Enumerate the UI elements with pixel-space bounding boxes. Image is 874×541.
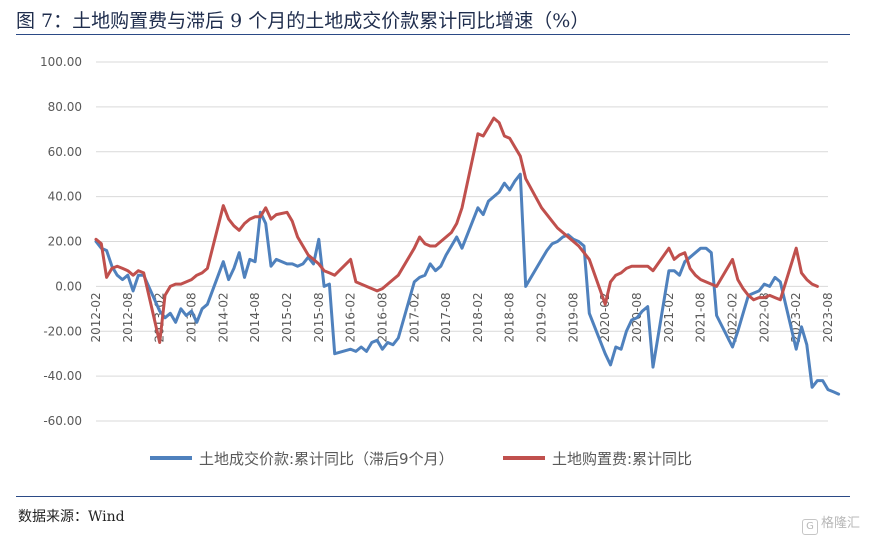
y-tick-label: 60.00 xyxy=(48,145,82,159)
x-tick-label: 2014-08 xyxy=(248,292,262,342)
x-tick-label: 2018-02 xyxy=(471,292,485,342)
y-tick-label: -20.00 xyxy=(43,324,82,338)
y-tick-label: -40.00 xyxy=(43,369,82,383)
source-note: 数据来源：Wind xyxy=(18,509,125,525)
x-tick-label: 2017-02 xyxy=(407,292,421,342)
x-tick-label: 2012-08 xyxy=(121,292,135,342)
x-tick-label: 2014-02 xyxy=(216,292,230,342)
x-tick-label: 2021-02 xyxy=(662,292,676,342)
x-tick-label: 2012-02 xyxy=(89,292,103,342)
y-tick-label: -60.00 xyxy=(43,414,82,428)
figure-title: 图 7：土地购置费与滞后 9 个月的土地成交价款累计同比增速（%） xyxy=(16,10,590,32)
x-tick-label: 2016-02 xyxy=(344,292,358,342)
series-lines xyxy=(94,116,841,396)
watermark-text: 格隆汇 xyxy=(820,516,860,531)
x-tick-label: 2018-08 xyxy=(503,292,517,342)
x-tick-label: 2015-02 xyxy=(280,292,294,342)
x-tick-label: 2022-08 xyxy=(757,292,771,342)
x-tick-label: 2013-08 xyxy=(184,292,198,342)
line-chart: 100.00 80.00 60.00 40.00 20.00 0.00 -20.00 -40.… xyxy=(40,55,841,468)
x-tick-label: 2019-02 xyxy=(535,292,549,342)
y-tick-label: 0.00 xyxy=(55,279,82,293)
y-tick-label: 100.00 xyxy=(40,55,82,69)
footer-rule xyxy=(16,496,850,497)
x-tick-label: 2022-02 xyxy=(726,292,740,342)
title-underline xyxy=(16,34,850,35)
y-tick-label: 40.00 xyxy=(48,190,82,204)
x-tick-label: 2019-08 xyxy=(566,292,580,342)
legend-label-1: 土地成交价款:累计同比（滞后9个月） xyxy=(199,450,454,468)
x-tick-label: 2020-02 xyxy=(598,292,612,342)
x-tick-label: 2021-08 xyxy=(694,292,708,342)
legend-label-2: 土地购置费:累计同比 xyxy=(552,450,692,468)
y-tick-label: 80.00 xyxy=(48,100,82,114)
watermark-logo-icon: G xyxy=(801,519,818,535)
gridlines xyxy=(96,61,828,422)
x-axis-tick-labels: 2012-02 2012-08 2013-02 2013-08 2014-02 2014-… xyxy=(89,292,835,342)
x-tick-label: 2017-08 xyxy=(439,292,453,342)
x-tick-label: 2016-08 xyxy=(375,292,389,342)
series-line-1 xyxy=(94,172,841,396)
x-tick-label: 2023-08 xyxy=(821,292,835,342)
y-tick-label: 20.00 xyxy=(48,235,82,249)
legend: 土地成交价款:累计同比（滞后9个月） 土地购置费:累计同比 xyxy=(150,450,692,468)
watermark: G 格隆汇 xyxy=(801,512,860,535)
x-tick-label: 2015-08 xyxy=(312,292,326,342)
series-line-2 xyxy=(94,116,819,344)
y-axis-tick-labels: 100.00 80.00 60.00 40.00 20.00 0.00 -20.00 -40.… xyxy=(40,55,82,428)
